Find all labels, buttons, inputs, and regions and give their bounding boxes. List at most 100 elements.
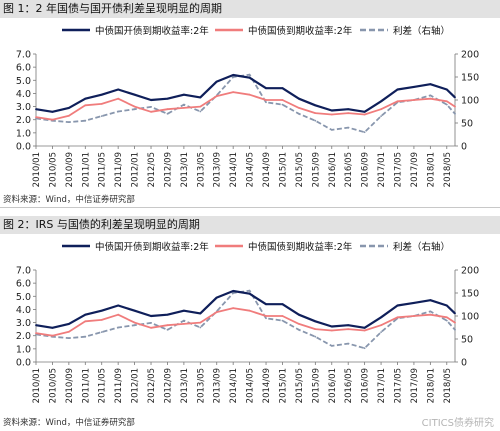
x-tick-label: 2010/01 [32,152,42,187]
y-right-tick-label: 200 [461,266,479,277]
data-point [68,323,70,325]
x-tick-label: 2013/01 [180,368,190,403]
data-point [396,88,399,91]
x-tick-label: 2018/05 [443,152,453,187]
y-left-tick-label: 2.0 [16,331,31,342]
data-point [445,100,448,103]
x-tick-label: 2011/05 [98,368,108,403]
legend-label: 中债国开债到期收益率:2年 [95,241,209,253]
data-point [232,91,235,93]
data-point [413,302,415,304]
x-tick-label: 2012/09 [163,152,173,187]
y-left-tick-label: 1.0 [16,128,31,139]
data-point [363,326,366,329]
y-right-tick-label: 200 [461,50,479,61]
data-point [248,73,251,76]
x-tick-label: 2017/05 [393,152,403,187]
data-point [429,94,432,97]
data-point [363,113,366,116]
x-tick-label: 2018/01 [426,152,436,187]
data-point [380,115,382,117]
data-point [35,108,37,111]
x-tick-label: 2010/09 [65,152,75,187]
data-point [445,103,448,106]
x-tick-label: 2018/01 [426,368,436,403]
x-tick-label: 2016/01 [328,152,338,187]
data-point [330,329,333,332]
data-point [100,309,103,312]
data-point [330,113,333,116]
x-tick-label: 2014/01 [229,368,239,403]
data-point [183,107,185,109]
data-point [445,304,448,307]
data-point [100,115,103,117]
data-point [363,131,366,134]
data-point [396,100,399,103]
data-point [166,97,169,100]
legend-label: 中债国开债到期收益率:2年 [95,25,209,37]
x-tick-label: 2013/09 [213,152,223,187]
data-point [380,100,382,103]
x-tick-label: 2011/09 [114,152,124,187]
source-note: 资料来源：Wind，中信证券研究部 [3,418,135,428]
data-point [68,121,70,123]
data-point [298,107,300,109]
data-point [117,88,120,91]
data-point [232,76,235,78]
x-tick-label: 2017/09 [410,152,420,187]
data-point [166,313,169,316]
data-point [454,321,456,324]
y-left-tick-label: 1.0 [16,344,31,355]
data-point [150,322,152,324]
data-point [183,93,185,96]
data-point [298,112,300,115]
data-point [150,315,152,317]
data-point [347,342,350,345]
x-tick-label: 2017/05 [393,368,403,403]
data-point [265,101,267,104]
y-left-tick-label: 6.0 [16,63,31,74]
x-tick-label: 2017/01 [377,368,387,403]
y-left-tick-label: 4.0 [16,89,31,100]
data-point [298,328,300,331]
x-tick-label: 2016/01 [328,368,338,403]
x-tick-label: 2010/09 [65,368,75,403]
data-point [363,347,366,350]
data-point [117,97,120,100]
data-point [454,328,456,331]
data-point [248,76,251,79]
data-point [215,80,218,83]
x-tick-label: 2017/01 [377,152,387,187]
data-point [429,313,432,316]
data-point [199,105,202,108]
y-left-tick-label: 5.0 [16,292,31,303]
x-tick-label: 2015/09 [311,152,321,187]
data-point [84,320,87,323]
x-tick-label: 2011/09 [114,368,124,403]
data-point [429,310,432,313]
data-point [183,309,185,312]
data-point [100,93,103,96]
data-point [265,317,267,320]
legend: 中债国开债到期收益率:2年 中债国债到期收益率:2年 利差（右轴） [62,241,450,253]
data-point [281,99,284,101]
data-point [117,313,120,316]
data-point [363,110,366,113]
y-left-tick-label: 7.0 [16,50,31,61]
x-tick-label: 2012/01 [131,368,141,403]
data-point [396,316,399,319]
x-tick-label: 2016/09 [361,368,371,403]
data-point [314,328,317,330]
y-left-tick-label: 2.0 [16,115,31,126]
data-point [183,103,185,106]
data-point [199,110,202,113]
data-point [298,97,300,100]
data-point [347,112,350,114]
x-tick-label: 2015/01 [278,368,288,403]
data-point [347,126,350,129]
data-point [380,316,382,319]
data-point [35,332,37,334]
data-point [150,110,152,113]
data-point [117,326,120,329]
x-tick-label: 2018/05 [443,368,453,403]
